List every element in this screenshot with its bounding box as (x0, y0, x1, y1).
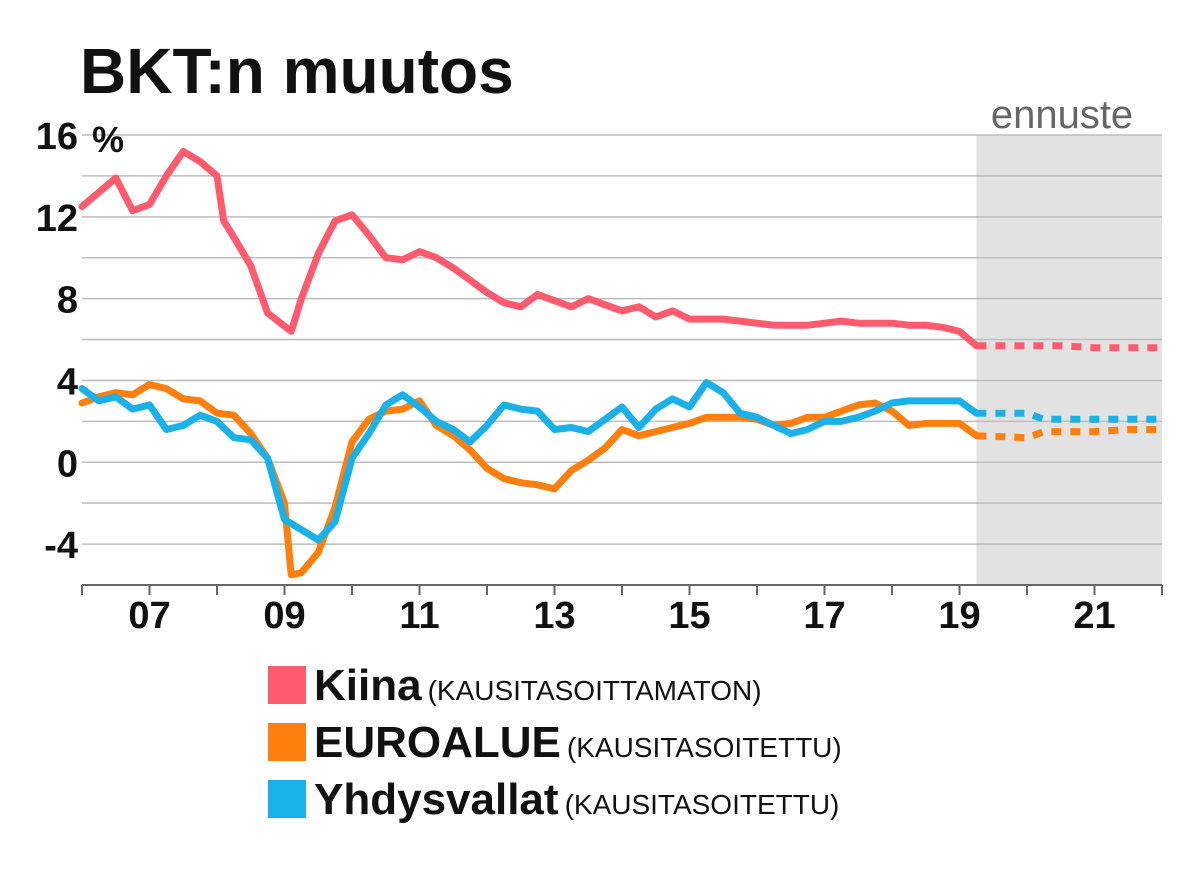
series-line-china (78, 147, 980, 350)
x-tick-label: 21 (1073, 595, 1115, 637)
y-axis-unit: % (92, 119, 124, 160)
y-tick-label: -4 (44, 525, 78, 567)
legend-swatch-china (268, 666, 306, 704)
legend-note-eurozone: (KAUSITASOITETTU) (567, 732, 842, 763)
legend: Kiina (KAUSITASOITTAMATON) EUROALUE (KAUSIT… (268, 661, 842, 824)
series-forecast-china (976, 342, 1162, 352)
forecast-label: ennuste (991, 93, 1133, 137)
legend-note-usa: (KAUSITASOITETTU) (565, 789, 840, 820)
x-tick-label: 11 (399, 595, 439, 637)
legend-swatch-eurozone (268, 723, 306, 761)
y-tick-label: 8 (57, 280, 78, 322)
forecast-region (976, 135, 1162, 585)
x-tick-label: 19 (938, 595, 980, 637)
x-tick-label: 13 (533, 595, 575, 637)
legend-label-eurozone: EUROALUE (314, 718, 561, 767)
x-tick-label: 15 (668, 595, 710, 637)
legend-label-china: Kiina (314, 661, 422, 710)
series-forecast-usa (976, 409, 1162, 423)
y-tick-label: 0 (57, 443, 78, 485)
x-tick-label: 17 (803, 595, 845, 637)
legend-swatch-usa (268, 780, 306, 818)
legend-label-usa: Yhdysvallat (314, 775, 559, 824)
series-line-eurozone (78, 381, 980, 579)
x-tick-label: 09 (263, 595, 305, 637)
legend-note-china: (KAUSITASOITTAMATON) (428, 675, 762, 706)
y-tick-label: 12 (36, 198, 78, 240)
y-tick-label: 4 (57, 361, 78, 403)
y-tick-label: 16 (36, 116, 78, 158)
plot-area: 07 09 11 13 15 17 19 21 -4 0 4 8 12 16 (36, 116, 1163, 637)
chart-title: BKT:n muutos (80, 35, 514, 107)
series-line-usa (78, 379, 980, 544)
series-forecast-eurozone (976, 426, 1162, 442)
x-tick-label: 07 (128, 595, 170, 637)
